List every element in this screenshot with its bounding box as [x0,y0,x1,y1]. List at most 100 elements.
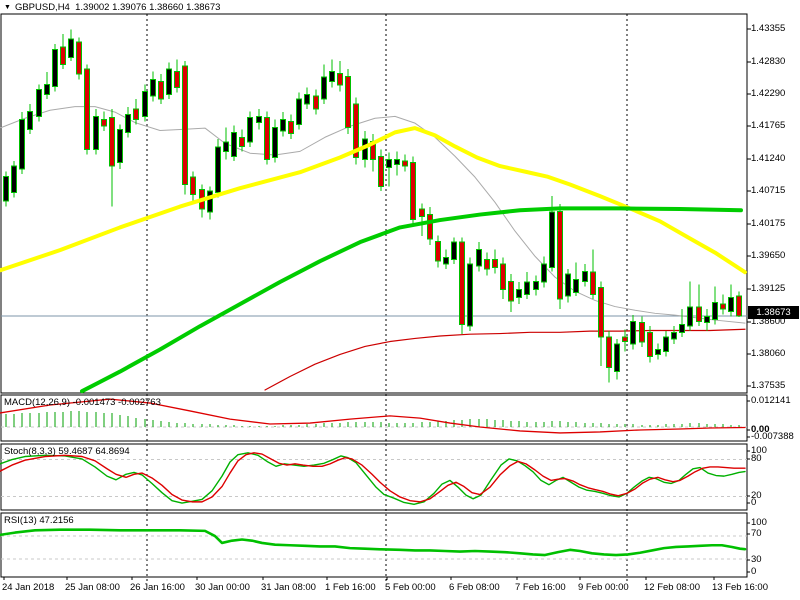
candle [304,93,310,105]
candle [582,271,588,282]
time-axis-label: 9 Feb 00:00 [578,582,629,593]
candle [3,176,9,202]
candle [516,288,522,298]
candle [329,71,335,82]
candle [533,280,539,290]
price-axis-label: 1.38060 [751,348,786,359]
candle [125,114,131,133]
price-axis-label: 1.39650 [751,250,786,261]
candle [288,120,294,135]
stoch-scale-label: 20 [751,490,762,501]
candle [84,68,90,151]
candle [524,281,530,295]
panel-frame[interactable] [0,394,748,442]
candle [44,84,50,95]
candle [60,46,66,65]
price-axis-label: 1.38600 [751,316,786,327]
candle [451,241,457,260]
candle [353,103,359,159]
candle [264,117,270,160]
candle [508,280,514,302]
time-axis-label: 31 Jan 08:00 [261,582,316,593]
candle [598,287,604,338]
candle [704,315,710,324]
candle [256,115,262,124]
candle [467,263,473,327]
symbol-timeframe-label: GBPUSD,H4 [14,2,70,13]
time-axis-label: 13 Feb 16:00 [712,582,768,593]
candle [11,165,17,193]
candle [476,249,482,267]
price-axis-label: 1.40715 [751,185,786,196]
candle [606,336,612,368]
candle [557,210,563,300]
rsi-scale-label: 30 [751,554,762,565]
ohlc-values: 1.39002 1.39076 1.38660 1.38673 [75,2,221,13]
candle [207,190,213,213]
candle [215,146,221,193]
time-axis-label: 12 Feb 08:00 [644,582,700,593]
candle [68,38,74,59]
candle [27,111,33,130]
candle [182,65,188,185]
macd-scale-label: 0.00 [751,424,770,435]
candle [565,273,571,297]
candle [36,88,42,117]
candle [696,306,702,322]
price-axis-label: 1.42830 [751,56,786,67]
macd-scale-label: -0.007388 [751,431,794,442]
candle [614,343,620,373]
candle [142,90,148,117]
candle [573,279,579,293]
candle [410,161,416,220]
candle [76,41,82,75]
price-axis-label: 1.42290 [751,88,786,99]
price-axis-label: 1.43355 [751,23,786,34]
candle [190,176,196,195]
candle [639,322,645,343]
candle [427,214,433,240]
candle [117,128,123,163]
rsi-indicator-label: RSI(13) 47.2156 [4,515,74,526]
macd-indicator-label: MACD(12,26,9) -0.001473 -0.002763 [4,397,161,408]
candle [622,336,628,343]
candle [402,160,408,167]
price-axis-label: 1.40175 [751,218,786,229]
candle [223,141,229,152]
candle [133,108,139,120]
candle [443,256,449,265]
candle [492,258,498,268]
time-axis-label: 24 Jan 2018 [2,582,55,593]
rsi-scale-label: 100 [751,517,767,528]
candle [500,263,506,290]
candle [728,296,734,312]
candle [386,158,392,168]
candle [52,49,58,87]
candle [247,117,253,143]
candle [345,76,351,128]
stoch-scale-label: 80 [751,453,762,464]
chart-title: ▼ GBPUSD,H4 1.39002 1.39076 1.38660 1.386… [4,2,220,13]
time-axis-label: 6 Feb 08:00 [449,582,500,593]
candle [231,131,237,157]
candle [19,118,25,170]
panel-frame[interactable] [0,512,748,578]
price-axis-label: 1.39125 [751,283,786,294]
candle [158,80,164,100]
candle [419,208,425,217]
chart-dropdown-arrow-icon[interactable]: ▼ [4,4,11,11]
candle [484,258,490,270]
candle [736,295,742,317]
candle [378,155,384,187]
candle [655,349,661,355]
price-axis-label: 1.37535 [751,380,786,391]
candle [174,71,180,89]
candle [394,158,400,165]
candle [590,271,596,295]
time-axis-label: 30 Jan 00:00 [195,582,250,593]
stoch-indicator-label: Stoch(8,3,3) 59.4687 64.8694 [4,446,130,457]
price-axis-label: 1.41765 [751,120,786,131]
price-axis-label: 1.41240 [751,153,786,164]
candle [647,331,653,357]
